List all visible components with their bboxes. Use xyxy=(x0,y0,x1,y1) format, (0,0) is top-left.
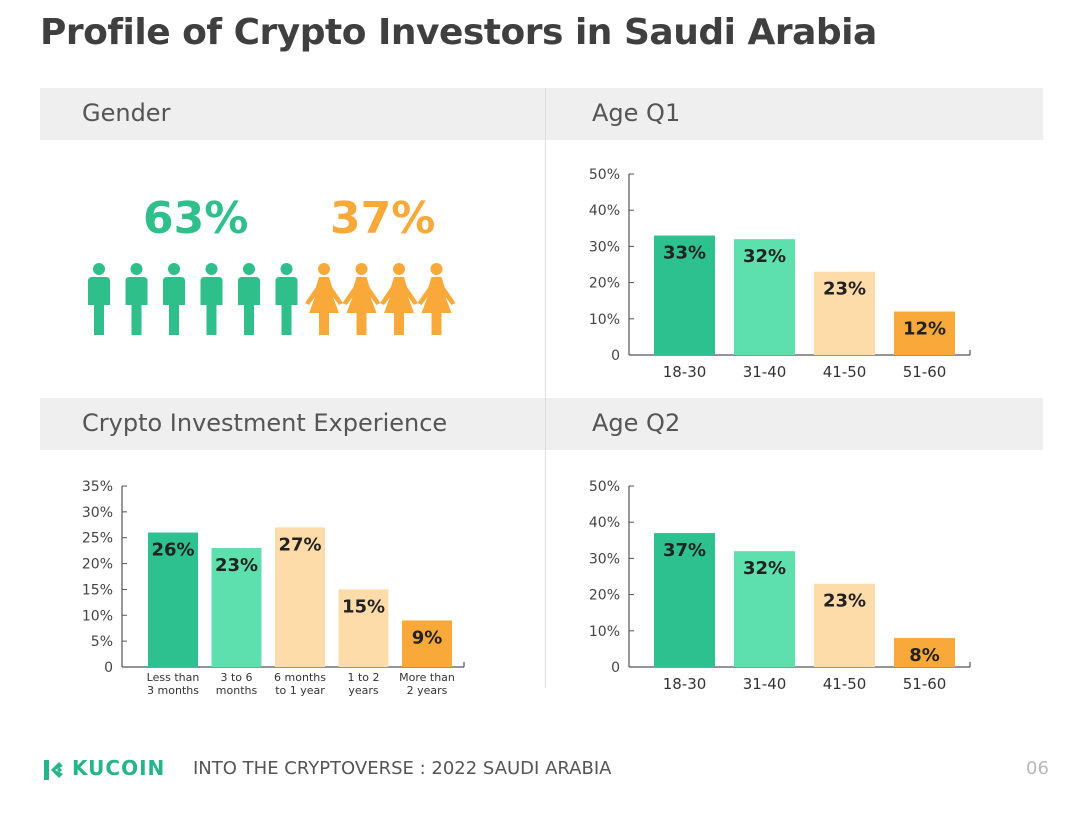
bar-value-label: 23% xyxy=(215,555,258,576)
y-tick-label: 10% xyxy=(589,624,620,640)
x-tick-label: to 1 year xyxy=(275,684,325,697)
y-tick-label: 15% xyxy=(82,582,113,598)
y-tick-label: 40% xyxy=(589,515,620,531)
age-q1-chart: 0 10% 20% 30% 40% 50% 33% 18-30 32% 31-40 23% 41-50… xyxy=(589,167,971,381)
section-header-age-q1: Age Q1 xyxy=(546,88,1043,140)
bar-value-label: 8% xyxy=(909,645,940,666)
bar-value-label: 26% xyxy=(151,540,194,561)
x-tick-label: 3 months xyxy=(147,684,199,697)
male-person-icon xyxy=(125,263,148,335)
bar-value-label: 23% xyxy=(823,279,866,300)
bar-value-label: 32% xyxy=(743,246,786,267)
x-tick-label: 51-60 xyxy=(903,675,947,693)
y-tick-label: 20% xyxy=(589,276,620,292)
x-tick-label: Less than xyxy=(147,671,200,684)
y-tick-label: 25% xyxy=(82,531,113,547)
bar-value-label: 9% xyxy=(412,627,443,648)
y-tick-label: 20% xyxy=(82,557,113,573)
section-title-age-q1: Age Q1 xyxy=(592,99,681,127)
y-tick-label: 10% xyxy=(82,608,113,624)
bar xyxy=(654,235,715,355)
x-tick-label: months xyxy=(216,684,258,697)
bar-value-label: 37% xyxy=(663,540,706,561)
y-tick-label: 50% xyxy=(589,479,620,495)
bar xyxy=(338,589,389,667)
bar-value-label: 23% xyxy=(823,591,866,612)
gender-people-icons xyxy=(88,263,456,335)
column-divider xyxy=(545,88,546,688)
bar xyxy=(734,551,795,667)
female-person-icon xyxy=(305,263,343,335)
x-tick-label: 41-50 xyxy=(823,363,867,381)
bar xyxy=(211,548,262,667)
bar xyxy=(148,532,198,667)
male-person-icon xyxy=(88,263,110,335)
age-q2-chart: 0 10% 20% 30% 40% 50% 37% 18-30 32% 31-40 23% 41-50… xyxy=(589,479,971,693)
x-tick-label: 31-40 xyxy=(743,675,787,693)
x-tick-label: 41-50 xyxy=(823,675,867,693)
y-tick-label: 0 xyxy=(611,660,620,676)
female-percentage: 37% xyxy=(330,193,436,244)
male-person-icon xyxy=(163,263,185,335)
bar xyxy=(894,638,955,667)
section-header-age-q2: Age Q2 xyxy=(546,398,1043,450)
bar xyxy=(814,271,875,355)
x-tick-label: 18-30 xyxy=(663,363,707,381)
male-person-icon xyxy=(238,263,260,335)
bar-value-label: 15% xyxy=(342,596,385,617)
y-tick-label: 30% xyxy=(589,551,620,567)
y-tick-label: 50% xyxy=(589,167,620,183)
male-percentage: 63% xyxy=(143,193,249,244)
bar xyxy=(734,239,795,355)
y-tick-label: 0 xyxy=(611,348,620,364)
page-title: Profile of Crypto Investors in Saudi Ara… xyxy=(40,12,877,53)
bar xyxy=(402,620,452,667)
section-header-gender: Gender xyxy=(40,88,545,140)
x-tick-label: 6 months xyxy=(274,671,326,684)
y-tick-label: 20% xyxy=(589,588,620,604)
section-title-age-q2: Age Q2 xyxy=(592,409,681,437)
y-tick-label: 10% xyxy=(589,312,620,328)
x-tick-label: 2 years xyxy=(407,684,448,697)
x-tick-label: 51-60 xyxy=(903,363,947,381)
female-person-icon xyxy=(342,263,381,335)
bar-value-label: 32% xyxy=(743,558,786,579)
section-header-experience: Crypto Investment Experience xyxy=(40,398,545,450)
footer-tagline: INTO THE CRYPTOVERSE : 2022 SAUDI ARABIA xyxy=(193,758,612,779)
y-tick-label: 40% xyxy=(589,203,620,219)
bar xyxy=(654,533,715,667)
male-person-icon xyxy=(275,263,298,335)
x-tick-label: years xyxy=(348,684,379,697)
bar-value-label: 27% xyxy=(278,534,321,555)
y-tick-label: 30% xyxy=(82,505,113,521)
x-tick-label: 31-40 xyxy=(743,363,787,381)
y-tick-label: 5% xyxy=(91,634,113,650)
bar xyxy=(894,311,955,355)
bar xyxy=(275,527,325,667)
bar-value-label: 33% xyxy=(663,243,706,264)
bar-value-label: 12% xyxy=(903,319,946,340)
male-person-icon xyxy=(200,263,223,335)
x-tick-label: 1 to 2 xyxy=(347,671,379,684)
female-person-icon xyxy=(417,263,456,335)
x-tick-label: More than xyxy=(399,671,455,684)
bar xyxy=(814,583,875,667)
y-tick-label: 0 xyxy=(104,660,113,676)
female-person-icon xyxy=(380,263,418,335)
section-title-gender: Gender xyxy=(82,99,171,127)
y-tick-label: 30% xyxy=(589,239,620,255)
section-title-experience: Crypto Investment Experience xyxy=(82,409,448,437)
y-tick-label: 35% xyxy=(82,479,113,495)
x-tick-label: 18-30 xyxy=(663,675,707,693)
brand-name: KUCOIN xyxy=(72,756,166,780)
x-tick-label: 3 to 6 xyxy=(220,671,252,684)
page-number: 06 xyxy=(1026,758,1049,779)
kucoin-logo-icon xyxy=(44,760,63,780)
